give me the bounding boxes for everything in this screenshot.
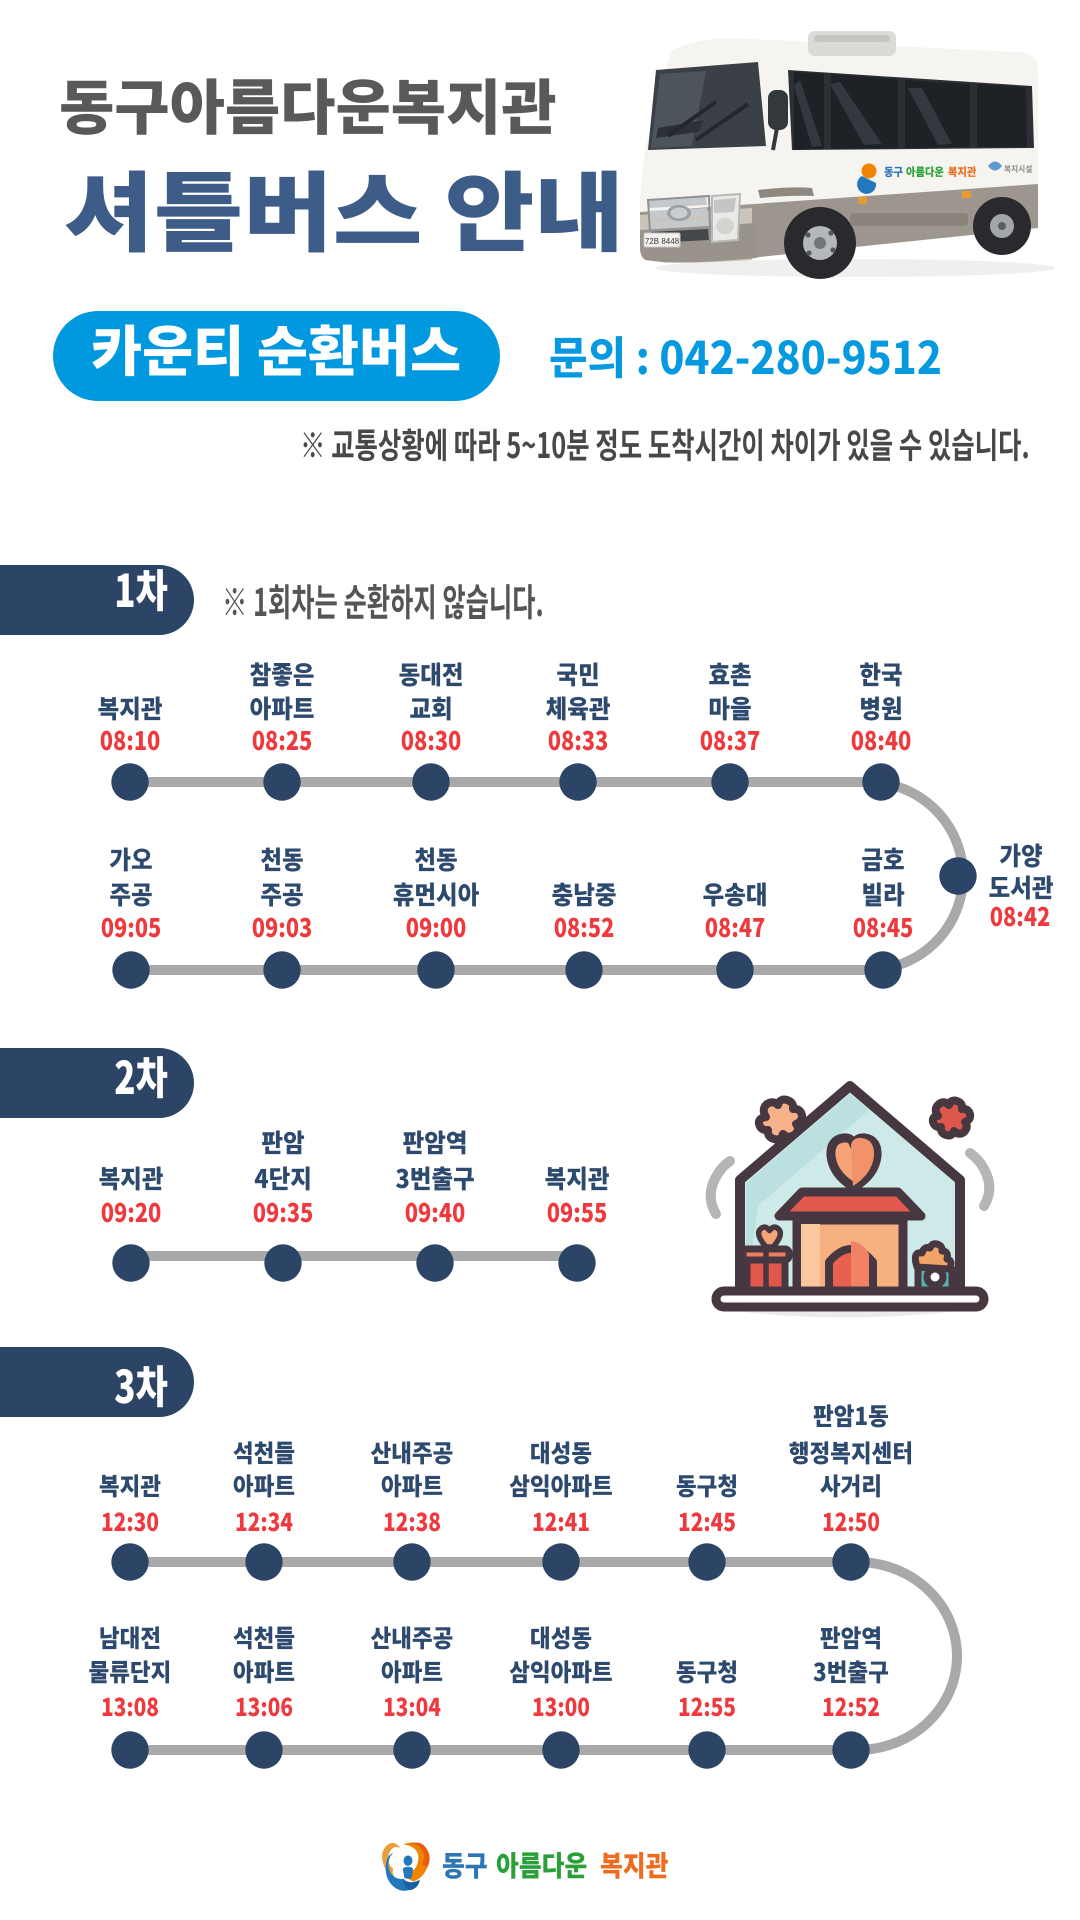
- svg-text:72B 8448: 72B 8448: [645, 237, 680, 246]
